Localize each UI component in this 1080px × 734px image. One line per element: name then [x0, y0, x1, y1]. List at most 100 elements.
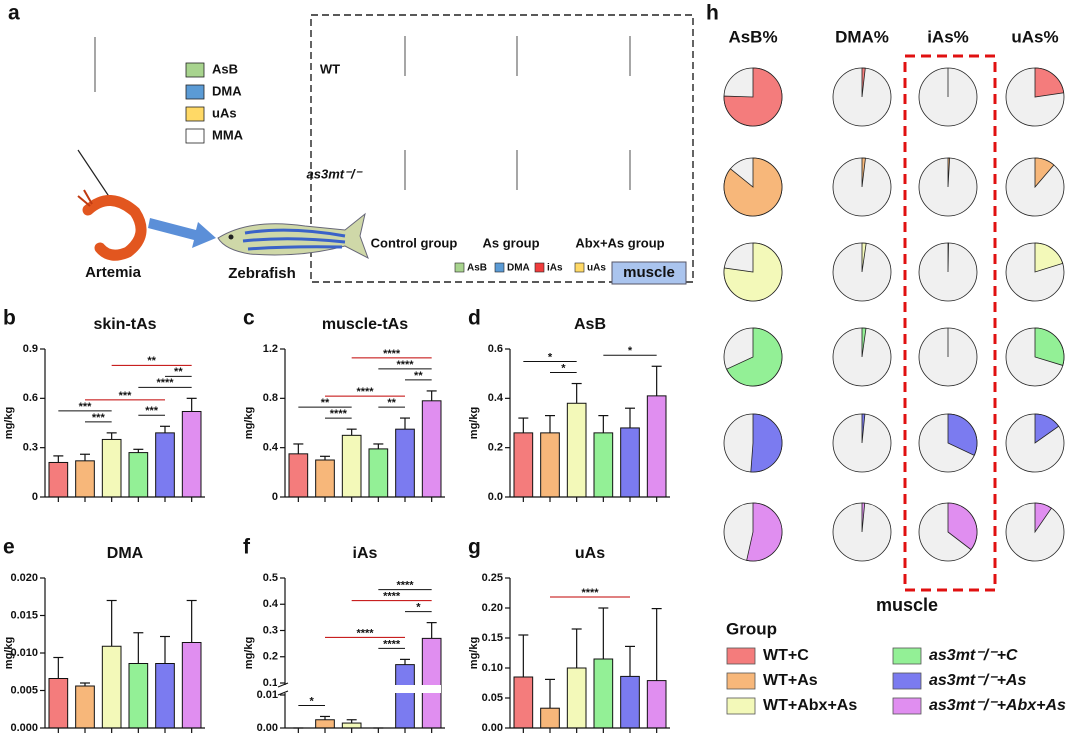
axis-break [277, 685, 441, 693]
significance-label: ** [414, 370, 423, 382]
legend-swatch [185, 128, 205, 144]
chart-title: AsB [574, 316, 606, 333]
legend-label: WT+Abx+As [763, 697, 857, 714]
y-tick-label: 0.01 [257, 689, 278, 701]
y-tick-label: 0.6 [23, 392, 38, 404]
pie-slice [1034, 157, 1055, 189]
pie-slice [1034, 502, 1053, 534]
legend-swatch [726, 697, 756, 715]
bar [620, 675, 640, 729]
significance-label: *** [145, 405, 159, 417]
bar [646, 680, 667, 729]
y-tick-label: 0.8 [263, 392, 278, 404]
y-tick-label: 0.000 [10, 722, 38, 734]
bar [421, 637, 442, 729]
significance-label: **** [383, 591, 401, 603]
legend-swatch [454, 262, 465, 273]
y-tick-label: 0.00 [482, 722, 503, 734]
legend-swatch [574, 262, 585, 273]
legend-swatch [185, 84, 205, 100]
bar [593, 432, 614, 498]
bar [48, 461, 69, 498]
significance-label: *** [79, 401, 93, 413]
significance-label: **** [383, 348, 401, 360]
panel-label: g [468, 536, 481, 559]
legend-swatch [185, 106, 205, 122]
muscle-tag-label: muscle [623, 264, 675, 281]
panel-label: b [3, 307, 16, 330]
pie-slice [750, 413, 783, 473]
pie-slice [947, 242, 949, 273]
legend-label: as3mt⁻/⁻+Abx+As [929, 697, 1066, 714]
column-header: uAs% [1011, 27, 1058, 46]
significance-label: * [416, 602, 421, 614]
significance-label: ** [174, 366, 183, 378]
pie-slice [861, 413, 866, 444]
legend-label: uAs [212, 105, 237, 120]
y-tick-label: 0.010 [10, 647, 38, 659]
legend-label: DMA [507, 263, 530, 274]
bar [315, 719, 335, 729]
y-tick-label: 0.5 [263, 572, 278, 584]
break-mark [277, 690, 289, 696]
y-tick-label: 0.15 [482, 632, 503, 644]
significance-label: * [310, 695, 315, 707]
chart-title: muscle-tAs [322, 316, 408, 333]
pie-slice [1034, 327, 1065, 366]
legend-swatch [534, 262, 545, 273]
y-axis-label: mg/kg [243, 637, 255, 669]
bar [620, 427, 640, 498]
y-tick-label: 0.4 [488, 392, 504, 404]
bar [155, 432, 175, 498]
legend-swatch [726, 647, 756, 665]
y-tick-label: 0.05 [482, 692, 503, 704]
y-axis-label: mg/kg [468, 637, 480, 669]
column-label: Abx+As group [575, 235, 664, 250]
significance-label: **** [356, 627, 374, 639]
y-tick-label: 0.9 [23, 343, 38, 355]
pie-slice [861, 502, 866, 533]
bar [341, 434, 362, 498]
y-tick-label: 0.00 [257, 722, 278, 734]
panel-label: e [3, 536, 15, 559]
column-header: DMA% [835, 27, 889, 46]
pie-slice [1034, 242, 1064, 273]
bar [128, 452, 149, 498]
y-tick-label: 0.015 [10, 609, 38, 621]
bar [395, 664, 415, 729]
y-tick-label: 0.2 [263, 651, 278, 663]
y-axis-label: mg/kg [468, 407, 480, 439]
column-header: iAs% [927, 27, 969, 46]
bar [75, 460, 95, 498]
connector [77, 149, 111, 199]
chart-title: DMA [107, 545, 144, 562]
legend-label: iAs [547, 263, 563, 274]
y-tick-label: 0.2 [488, 442, 503, 454]
bar [101, 438, 122, 498]
legend-label: WT+C [763, 647, 809, 664]
pie-slice [726, 327, 783, 387]
panel-label: h [706, 2, 719, 25]
y-tick-label: 0 [272, 491, 278, 503]
significance-label: **** [356, 386, 374, 398]
bar [101, 645, 122, 729]
legend-swatch [726, 672, 756, 690]
y-tick-label: 0.1 [263, 677, 278, 689]
pie-slice [861, 327, 867, 358]
y-axis-label: mg/kg [3, 637, 15, 669]
y-tick-label: 0.3 [23, 442, 38, 454]
pie-slice [746, 502, 783, 562]
significance-label: ** [387, 397, 396, 409]
legend-label: DMA [212, 83, 242, 98]
row-label: WT [320, 61, 340, 76]
pie-slice [1034, 67, 1065, 98]
bar [421, 400, 442, 498]
y-axis-label: mg/kg [3, 407, 15, 439]
bar [315, 459, 335, 498]
legend-label: AsB [467, 263, 487, 274]
annotation: Artemia [85, 264, 142, 281]
bar [540, 707, 560, 729]
significance-label: **** [396, 359, 414, 371]
significance-label: ** [147, 355, 156, 367]
chart-title: uAs [575, 545, 605, 562]
